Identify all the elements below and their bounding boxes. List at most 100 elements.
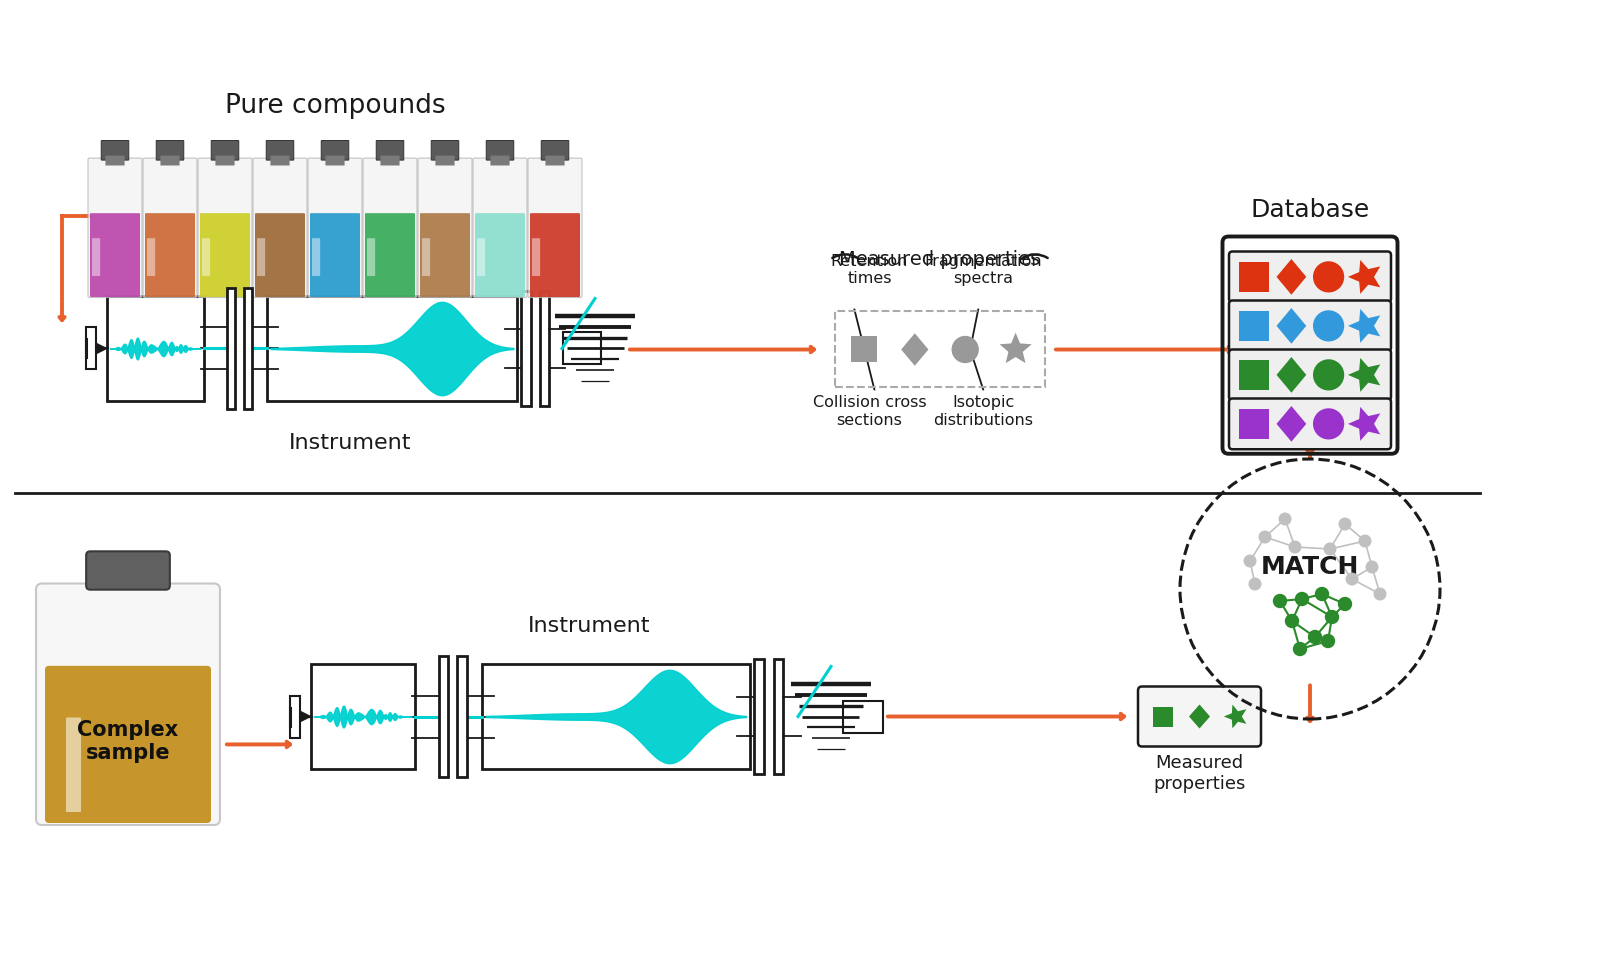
Circle shape	[1285, 614, 1299, 628]
FancyBboxPatch shape	[307, 159, 362, 298]
Bar	[458, 656, 467, 776]
Circle shape	[1314, 310, 1344, 341]
Text: Measured properties: Measured properties	[840, 250, 1040, 269]
Circle shape	[1307, 629, 1322, 644]
FancyBboxPatch shape	[486, 140, 514, 160]
Polygon shape	[1277, 357, 1306, 393]
FancyBboxPatch shape	[310, 213, 360, 297]
Bar	[1240, 311, 1269, 341]
Text: Measured
properties: Measured properties	[1154, 754, 1246, 793]
Circle shape	[1373, 587, 1387, 601]
Polygon shape	[1347, 259, 1381, 294]
Text: Complex
sample: Complex sample	[77, 720, 179, 763]
Circle shape	[1315, 587, 1330, 602]
FancyBboxPatch shape	[530, 213, 579, 297]
Circle shape	[1325, 610, 1339, 625]
Text: Database: Database	[1250, 199, 1370, 223]
FancyBboxPatch shape	[432, 140, 459, 160]
FancyBboxPatch shape	[531, 238, 541, 276]
FancyBboxPatch shape	[366, 238, 374, 276]
Circle shape	[1274, 594, 1286, 608]
Polygon shape	[1000, 333, 1032, 363]
FancyBboxPatch shape	[1229, 301, 1390, 352]
FancyBboxPatch shape	[45, 666, 211, 823]
FancyBboxPatch shape	[363, 159, 418, 298]
FancyBboxPatch shape	[147, 238, 155, 276]
Circle shape	[1294, 592, 1309, 606]
FancyBboxPatch shape	[270, 156, 290, 165]
FancyBboxPatch shape	[37, 583, 219, 825]
Polygon shape	[1224, 704, 1246, 728]
Text: Pure compounds: Pure compounds	[224, 93, 445, 119]
Polygon shape	[901, 333, 928, 366]
Circle shape	[1322, 634, 1334, 649]
Bar	[1240, 409, 1269, 439]
FancyBboxPatch shape	[254, 213, 306, 297]
FancyBboxPatch shape	[1229, 252, 1390, 303]
Text: Collision cross
sections: Collision cross sections	[813, 396, 926, 428]
Bar	[754, 658, 763, 775]
Circle shape	[1314, 408, 1344, 439]
Text: Fragmentation
spectra: Fragmentation spectra	[925, 254, 1042, 286]
Circle shape	[1314, 359, 1344, 390]
Text: Instrument: Instrument	[288, 433, 411, 453]
FancyBboxPatch shape	[528, 159, 582, 298]
Circle shape	[1248, 578, 1261, 590]
Circle shape	[1314, 261, 1344, 292]
Polygon shape	[1347, 308, 1381, 343]
FancyBboxPatch shape	[1138, 686, 1261, 747]
FancyBboxPatch shape	[322, 140, 349, 160]
Circle shape	[1339, 518, 1352, 530]
FancyBboxPatch shape	[86, 552, 170, 590]
Bar	[438, 656, 448, 776]
FancyBboxPatch shape	[546, 156, 565, 165]
FancyBboxPatch shape	[365, 213, 414, 297]
FancyBboxPatch shape	[419, 213, 470, 297]
Circle shape	[1278, 512, 1291, 526]
FancyBboxPatch shape	[477, 238, 485, 276]
Circle shape	[1259, 530, 1272, 544]
FancyBboxPatch shape	[200, 213, 250, 297]
Bar	[851, 336, 877, 362]
Circle shape	[1346, 573, 1358, 585]
Bar	[835, 311, 1045, 387]
FancyBboxPatch shape	[418, 159, 472, 298]
Circle shape	[1365, 560, 1379, 574]
FancyBboxPatch shape	[202, 238, 210, 276]
FancyBboxPatch shape	[253, 159, 307, 298]
Circle shape	[952, 335, 979, 363]
FancyBboxPatch shape	[216, 156, 235, 165]
FancyBboxPatch shape	[66, 718, 82, 812]
FancyBboxPatch shape	[435, 156, 454, 165]
FancyBboxPatch shape	[106, 156, 125, 165]
Polygon shape	[1277, 407, 1306, 442]
Polygon shape	[1189, 704, 1210, 728]
FancyBboxPatch shape	[422, 238, 430, 276]
FancyBboxPatch shape	[142, 159, 197, 298]
Bar	[1240, 262, 1269, 292]
FancyBboxPatch shape	[160, 156, 179, 165]
Text: Isotopic
distributions: Isotopic distributions	[933, 396, 1034, 428]
Polygon shape	[1347, 357, 1381, 392]
Polygon shape	[1277, 308, 1306, 344]
FancyBboxPatch shape	[88, 159, 142, 298]
Polygon shape	[1347, 407, 1381, 441]
FancyBboxPatch shape	[198, 159, 253, 298]
FancyBboxPatch shape	[491, 156, 509, 165]
Bar	[482, 664, 750, 769]
FancyBboxPatch shape	[93, 238, 101, 276]
Circle shape	[1323, 543, 1336, 555]
Bar	[227, 288, 235, 408]
FancyBboxPatch shape	[376, 140, 403, 160]
Bar	[86, 328, 96, 369]
Bar	[1152, 706, 1173, 727]
FancyBboxPatch shape	[157, 140, 184, 160]
Circle shape	[1243, 554, 1256, 568]
Polygon shape	[96, 342, 109, 355]
FancyBboxPatch shape	[541, 140, 568, 160]
FancyBboxPatch shape	[1229, 350, 1390, 400]
FancyBboxPatch shape	[266, 140, 294, 160]
FancyBboxPatch shape	[1229, 399, 1390, 449]
Polygon shape	[1277, 259, 1306, 295]
Text: Retention
times: Retention times	[830, 254, 909, 286]
